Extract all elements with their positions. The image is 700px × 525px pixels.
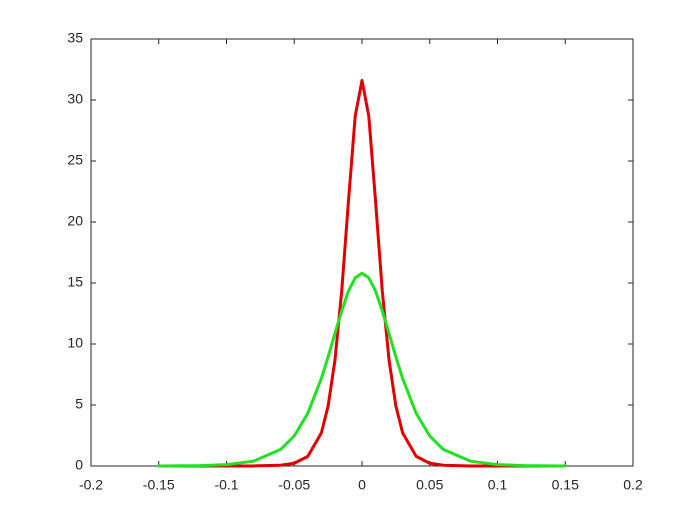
line — [157, 78, 567, 468]
x-tick-label: -0.1 — [214, 477, 238, 493]
y-tick-label: 30 — [67, 91, 83, 107]
y-tick-label: 25 — [67, 152, 83, 168]
x-tick-label: 0 — [358, 477, 366, 493]
x-tick-label: 0.1 — [488, 477, 508, 493]
x-tick-label: 0.2 — [623, 477, 643, 493]
y-tick-label: 10 — [67, 335, 83, 351]
x-tick-label: 0.05 — [416, 477, 443, 493]
y-tick-label: 35 — [67, 30, 83, 46]
x-tick-label: -0.05 — [278, 477, 310, 493]
x-tick-label: 0.15 — [552, 477, 579, 493]
x-tick-label: -0.15 — [143, 477, 175, 493]
y-tick-label: 15 — [67, 274, 83, 290]
line — [157, 271, 567, 468]
y-tick-label: 5 — [75, 396, 83, 412]
plot-box — [90, 38, 634, 467]
y-tick-label: 0 — [75, 457, 83, 473]
x-tick-label: -0.2 — [79, 477, 103, 493]
y-tick-label: 20 — [67, 213, 83, 229]
